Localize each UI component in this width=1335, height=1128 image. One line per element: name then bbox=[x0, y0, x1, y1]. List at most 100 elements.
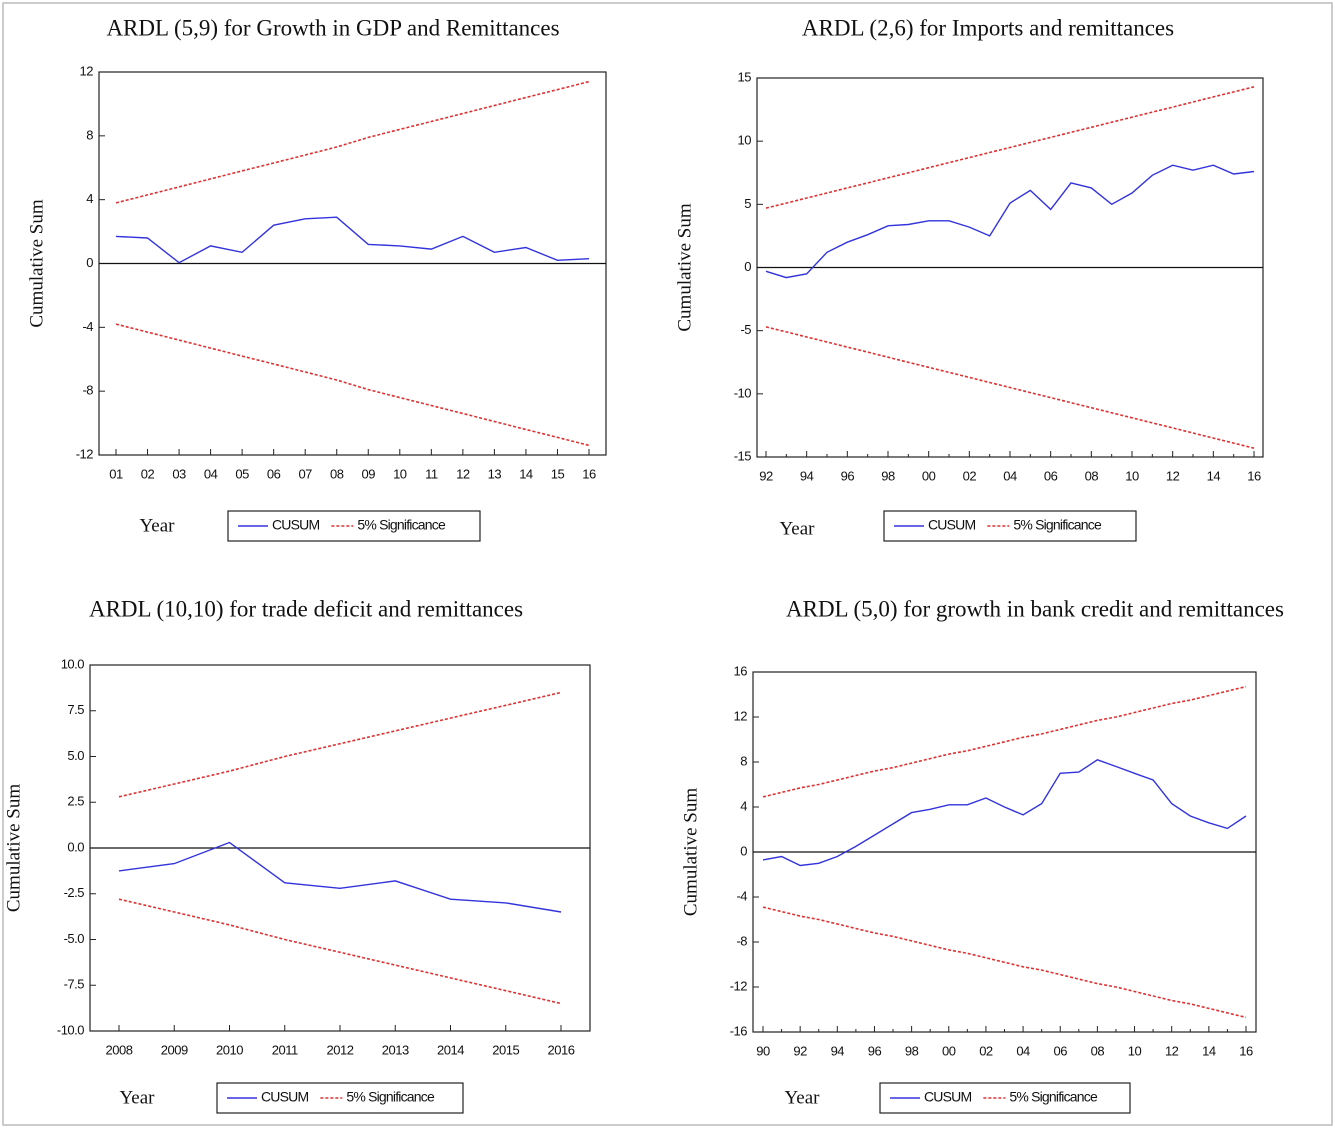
x-tick-label: 10 bbox=[1125, 468, 1139, 483]
x-tick-label: 2009 bbox=[161, 1042, 188, 1057]
legend-label: CUSUM bbox=[924, 1089, 971, 1105]
x-tick-label: 12 bbox=[456, 466, 470, 481]
x-tick-label: 94 bbox=[800, 468, 814, 483]
x-tick-label: 06 bbox=[267, 466, 281, 481]
y-tick-label: 5.0 bbox=[67, 748, 84, 763]
x-tick-label: 92 bbox=[793, 1043, 807, 1058]
y-tick-label: 12 bbox=[80, 63, 94, 78]
x-tick-label: 08 bbox=[1085, 468, 1099, 483]
cusum-line bbox=[115, 216, 590, 264]
legend-label: 5% Significance bbox=[346, 1089, 435, 1105]
x-tick-label: 12 bbox=[1166, 468, 1180, 483]
y-tick-label: 0 bbox=[740, 843, 747, 858]
legend-box bbox=[216, 1082, 464, 1114]
x-tick-label: 2016 bbox=[548, 1042, 575, 1057]
y-tick-label: 8 bbox=[86, 127, 93, 142]
x-axis-label: Year bbox=[119, 1087, 155, 1108]
x-tick-label: 12 bbox=[1165, 1043, 1179, 1058]
x-tick-label: 03 bbox=[172, 466, 186, 481]
y-tick-label: -2.5 bbox=[64, 885, 85, 900]
x-tick-label: 08 bbox=[1091, 1043, 1105, 1058]
y-tick-label: -12 bbox=[730, 978, 748, 993]
y-tick-label: 7.5 bbox=[67, 702, 84, 717]
x-tick-label: 11 bbox=[425, 466, 438, 481]
x-tick-label: 2013 bbox=[382, 1042, 409, 1057]
y-tick-label: -10.0 bbox=[57, 1022, 84, 1037]
x-tick-label: 09 bbox=[362, 466, 376, 481]
x-tick-label: 14 bbox=[519, 466, 533, 481]
y-tick-label: -8 bbox=[82, 383, 93, 398]
x-tick-label: 14 bbox=[1202, 1043, 1216, 1058]
x-tick-label: 04 bbox=[1003, 468, 1017, 483]
chart-title: ARDL (2,6) for Imports and remittances bbox=[802, 15, 1174, 40]
y-tick-label: 16 bbox=[734, 663, 748, 678]
x-tick-label: 92 bbox=[759, 468, 773, 483]
significance-line bbox=[118, 691, 562, 798]
y-tick-label: 12 bbox=[734, 708, 748, 723]
x-tick-label: 98 bbox=[881, 468, 895, 483]
x-tick-label: 16 bbox=[582, 466, 596, 481]
x-tick-label: 02 bbox=[963, 468, 977, 483]
x-tick-label: 10 bbox=[393, 466, 407, 481]
y-tick-label: -16 bbox=[730, 1023, 748, 1038]
y-tick-label: 10 bbox=[738, 133, 752, 148]
x-tick-label: 06 bbox=[1044, 468, 1058, 483]
y-axis-label: Cumulative Sum bbox=[26, 199, 47, 327]
y-tick-label: -5.0 bbox=[64, 931, 85, 946]
x-tick-label: 98 bbox=[905, 1043, 919, 1058]
legend-label: 5% Significance bbox=[1013, 517, 1102, 533]
x-tick-label: 00 bbox=[942, 1043, 956, 1058]
y-tick-label: 0 bbox=[86, 255, 93, 270]
legend-label: CUSUM bbox=[272, 517, 319, 533]
x-tick-label: 96 bbox=[868, 1043, 882, 1058]
significance-line bbox=[765, 326, 1255, 449]
x-axis-label: Year bbox=[779, 518, 815, 539]
y-tick-label: 2.5 bbox=[67, 794, 84, 809]
y-tick-label: 0 bbox=[744, 259, 751, 274]
significance-line bbox=[115, 323, 590, 447]
y-tick-label: -10 bbox=[734, 385, 752, 400]
x-axis-label: Year bbox=[139, 515, 175, 536]
cusum-line bbox=[762, 759, 1247, 867]
x-tick-label: 04 bbox=[204, 466, 218, 481]
x-tick-label: 16 bbox=[1247, 468, 1261, 483]
legend-label: 5% Significance bbox=[357, 517, 446, 533]
x-tick-label: 04 bbox=[1016, 1043, 1030, 1058]
chart-title: ARDL (5,9) for Growth in GDP and Remitta… bbox=[106, 15, 559, 40]
x-tick-label: 16 bbox=[1239, 1043, 1253, 1058]
x-tick-label: 08 bbox=[330, 466, 344, 481]
y-tick-label: -4 bbox=[736, 888, 747, 903]
significance-line bbox=[118, 898, 562, 1005]
x-tick-label: 2011 bbox=[272, 1042, 298, 1057]
significance-line bbox=[762, 685, 1247, 798]
x-tick-label: 2012 bbox=[327, 1042, 354, 1057]
x-tick-label: 05 bbox=[235, 466, 249, 481]
legend-label: CUSUM bbox=[261, 1089, 308, 1105]
y-tick-label: -7.5 bbox=[64, 977, 85, 992]
x-tick-label: 90 bbox=[756, 1043, 770, 1058]
y-tick-label: 10.0 bbox=[61, 656, 85, 671]
x-tick-label: 06 bbox=[1053, 1043, 1067, 1058]
x-tick-label: 13 bbox=[488, 466, 502, 481]
y-tick-label: 8 bbox=[740, 753, 747, 768]
x-tick-label: 94 bbox=[831, 1043, 845, 1058]
legend-label: 5% Significance bbox=[1009, 1089, 1098, 1105]
x-tick-label: 02 bbox=[141, 466, 155, 481]
x-tick-label: 10 bbox=[1128, 1043, 1142, 1058]
y-tick-label: 4 bbox=[740, 798, 747, 813]
y-tick-label: -5 bbox=[740, 322, 751, 337]
significance-line bbox=[115, 80, 590, 204]
y-tick-label: 4 bbox=[86, 191, 93, 206]
x-tick-label: 2008 bbox=[106, 1042, 133, 1057]
x-tick-label: 2014 bbox=[437, 1042, 464, 1057]
x-tick-label: 00 bbox=[922, 468, 936, 483]
y-axis-label: Cumulative Sum bbox=[680, 788, 701, 916]
significance-line bbox=[762, 906, 1247, 1019]
x-tick-label: 2015 bbox=[492, 1042, 519, 1057]
chart-title: ARDL (10,10) for trade deficit and remit… bbox=[89, 596, 523, 621]
y-tick-label: 5 bbox=[744, 196, 751, 211]
x-tick-label: 07 bbox=[298, 466, 312, 481]
y-tick-label: 15 bbox=[738, 69, 752, 84]
y-tick-label: -4 bbox=[82, 319, 93, 334]
